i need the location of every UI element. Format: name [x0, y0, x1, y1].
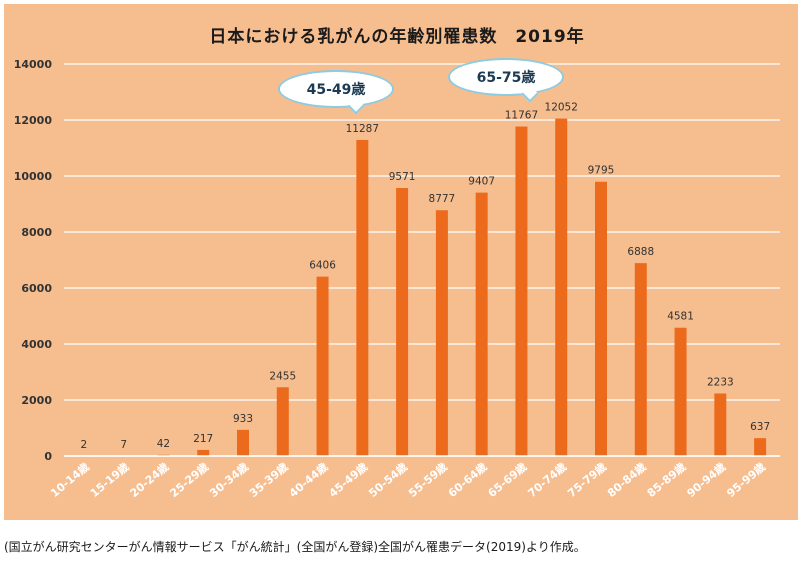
- y-tick-label: 14000: [14, 58, 53, 71]
- x-tick-label: 65-69歳: [485, 460, 529, 500]
- x-tick-label: 90-94歳: [684, 460, 728, 500]
- bar-value-label: 4581: [667, 311, 694, 323]
- bar-value-label: 9795: [588, 165, 615, 177]
- y-tick-label: 6000: [21, 282, 52, 295]
- chart-title: 日本における乳がんの年齢別罹患数 2019年: [209, 27, 585, 47]
- x-tick-label: 80-84歳: [604, 460, 648, 500]
- bar-value-label: 12052: [545, 102, 578, 114]
- bar: [634, 263, 647, 456]
- bar: [197, 449, 210, 456]
- bar-value-label: 217: [193, 433, 213, 445]
- bar: [475, 192, 488, 456]
- bar-value-label: 8777: [429, 193, 456, 205]
- x-tick-label: 45-49歳: [326, 460, 370, 500]
- bar-value-label: 2: [81, 439, 88, 451]
- bar-value-label: 6406: [309, 260, 336, 272]
- bar-value-label: 11287: [346, 123, 379, 135]
- bar: [276, 387, 289, 456]
- x-tick-label: 35-39歳: [246, 460, 290, 500]
- bar: [356, 139, 369, 457]
- y-tick-label: 10000: [14, 170, 53, 183]
- x-tick-label: 25-29歳: [167, 460, 211, 500]
- annotation-text: 45-49歳: [306, 82, 366, 98]
- bar-value-label: 9407: [468, 176, 495, 188]
- annotation-bubble-65-75: 65-75歳: [448, 58, 564, 103]
- y-tick-label: 8000: [21, 226, 52, 239]
- bar-value-label: 42: [157, 438, 170, 450]
- x-tick-label: 70-74歳: [525, 460, 569, 500]
- bar-value-label: 637: [750, 421, 770, 433]
- x-tick-label: 75-79歳: [565, 460, 609, 500]
- y-tick-label: 2000: [21, 394, 52, 407]
- y-tick-label: 0: [44, 450, 52, 463]
- x-tick-label: 30-34歳: [207, 460, 251, 500]
- x-tick-label: 55-59歳: [405, 460, 449, 500]
- bar: [555, 118, 568, 456]
- bar-value-label: 9571: [389, 171, 416, 183]
- bar: [316, 276, 329, 456]
- bar-value-label: 6888: [627, 246, 654, 258]
- bar: [714, 393, 727, 456]
- x-tick-label: 15-19歳: [87, 460, 131, 500]
- bar: [396, 188, 409, 456]
- bar-chart: 0 2000 4000 6000 8000 10000 12000 14000 2 10-14歳 7…: [14, 58, 780, 500]
- y-tick-label: 12000: [14, 114, 53, 127]
- bar: [674, 327, 687, 456]
- x-tick-label: 95-99歳: [724, 460, 768, 500]
- x-tick-label: 60-64歳: [445, 460, 489, 500]
- bar-value-label: 933: [233, 413, 253, 425]
- x-tick-label: 40-44歳: [286, 460, 330, 500]
- annotation-bubble-45-49: 45-49歳: [278, 70, 394, 115]
- bar-value-label: 2233: [707, 376, 734, 388]
- bar-value-label: 2455: [269, 370, 296, 382]
- x-tick-label: 50-54歳: [366, 460, 410, 500]
- bar-value-label: 11767: [505, 110, 538, 122]
- bar: [435, 210, 448, 456]
- source-caption: (国立がん研究センターがん情報サービス「がん統計」(全国がん登録)全国がん罹患デ…: [4, 540, 586, 554]
- x-tick-label: 20-24歳: [127, 460, 171, 500]
- x-tick-label: 85-89歳: [644, 460, 688, 500]
- bar: [515, 126, 528, 457]
- x-tick-label: 10-14歳: [47, 460, 91, 500]
- bar: [754, 438, 767, 456]
- annotation-text: 65-75歳: [476, 70, 536, 86]
- bar: [237, 429, 249, 456]
- bar-value-label: 7: [120, 439, 127, 451]
- y-tick-label: 4000: [21, 338, 52, 351]
- bar: [595, 181, 607, 457]
